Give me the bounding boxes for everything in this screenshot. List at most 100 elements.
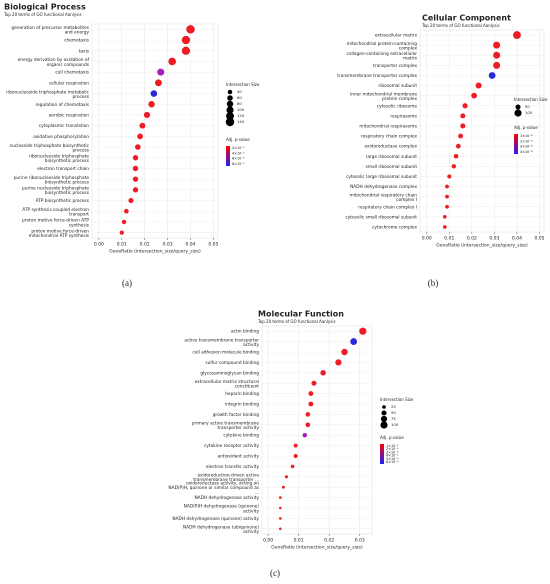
color-legend-label: 5×10⁻⁶ (386, 457, 399, 461)
chart-subtitle: Top 20 terms of GO functional Aanlysis (3, 12, 82, 17)
x-tick-label: 0.02 (467, 236, 477, 242)
dot (447, 174, 452, 179)
dot (335, 359, 342, 366)
dot (513, 31, 521, 39)
dot (302, 432, 308, 438)
category-label: cell chemotaxis (55, 70, 89, 76)
category-label: cytosolic ribosome (377, 103, 418, 109)
category-label: chemotaxis (64, 38, 90, 44)
size-legend-dot (382, 405, 386, 409)
chart-title: Cellular Component (422, 14, 511, 23)
color-legend-title: Adj. p-value (226, 137, 250, 142)
category-label: NADH dehydrogenase complex (350, 184, 417, 190)
category-label: oxidoreductase activity, acting on NAD(P… (167, 480, 260, 495)
x-tick-label: 0.04 (512, 236, 522, 242)
plot-area (419, 29, 545, 233)
size-legend-dot (227, 89, 233, 95)
dot (124, 208, 129, 214)
color-legend-title: Adj. p-value (514, 125, 538, 130)
dot (455, 143, 461, 149)
x-tick-label: 0.00 (263, 538, 273, 544)
x-tick-label: 0.03 (489, 236, 499, 242)
color-legend-label: 4×10⁻⁶ (386, 454, 399, 458)
dot (279, 527, 282, 531)
dot (320, 370, 326, 376)
x-tick-label: 0.00 (94, 242, 104, 248)
dot (443, 215, 447, 219)
category-label: electron transfer activity (206, 464, 260, 470)
category-label: ATP synthesis coupled electron transport (22, 206, 89, 217)
x-axis-label: GeneRatio (intersection_size/query_size) (271, 545, 363, 551)
color-legend-label: 3×10⁻⁸ (520, 145, 533, 149)
category-label: ribonucleoside triphosphate metabolic pr… (6, 89, 90, 100)
size-legend-title: Intersection Size (226, 82, 260, 87)
dot (493, 51, 501, 59)
dot (157, 68, 165, 76)
size-legend-label: 100 (237, 107, 245, 112)
dot (132, 176, 139, 182)
category-label: respiratory chain complex (361, 134, 418, 140)
plot-area (261, 325, 373, 535)
category-label: cytosolic small ribosomal subunit (345, 214, 417, 220)
category-label: oxidoreductase complex (365, 144, 418, 150)
chart-subtitle: Top 20 terms of GO functional Aanlysis (257, 319, 336, 324)
dot (150, 90, 158, 97)
category-label: purine nucleoside triphosphate biosynthe… (22, 185, 90, 196)
x-tick-label: 0.04 (185, 242, 195, 248)
category-label: aerobic respiration (49, 112, 90, 118)
x-tick-label: 0.01 (117, 242, 127, 248)
category-label: heparin binding (225, 391, 259, 397)
color-legend-label: 3×10⁻⁶ (386, 450, 399, 454)
dot (458, 133, 464, 139)
category-label: growth factor binding (213, 412, 260, 418)
category-label: collagen-containing extracellular matrix (346, 50, 417, 61)
dot (493, 41, 501, 49)
dot (493, 61, 501, 69)
category-label: purine ribonucleoside triphosphate biosy… (14, 174, 90, 185)
size-legend-label: 25 (391, 404, 396, 409)
size-legend-dot (226, 100, 234, 108)
category-label: glycosaminoglycan binding (200, 370, 259, 376)
dot (279, 506, 282, 510)
x-axis-label: GeneRatio (intersection_size/query_size) (109, 249, 201, 255)
dot (148, 101, 155, 108)
category-label: small ribosomal subunit (366, 164, 418, 170)
category-label: energy derivation by oxidation of organi… (18, 57, 90, 68)
dot (471, 92, 477, 99)
x-tick-label: 0.02 (324, 538, 334, 544)
dot (293, 443, 298, 448)
size-legend-label: 100 (525, 110, 533, 115)
category-label: transporter complex (373, 63, 417, 69)
category-label: respiratory chain complex I (358, 204, 417, 210)
size-legend-label: 60 (237, 95, 242, 100)
dot (341, 348, 348, 356)
size-legend-label: 50 (391, 410, 396, 415)
category-label: proton motive force-driven ATP synthesis (22, 217, 90, 228)
size-legend-dot (381, 410, 387, 416)
category-label: extracellular matrix (375, 33, 418, 39)
category-label: nucleoside triphosphate biosynthetic pro… (9, 142, 89, 153)
category-label: regulation of chemotaxis (35, 102, 89, 108)
category-label: large ribosomal subunit (366, 154, 417, 160)
category-label: integrin binding (225, 402, 259, 408)
dot (445, 204, 449, 209)
dot (460, 123, 466, 129)
dot (453, 153, 459, 159)
dot (305, 412, 311, 417)
dot (168, 57, 176, 66)
dot (475, 82, 482, 89)
size-legend-title: Intersection Size (380, 397, 414, 402)
caption: (b) (428, 278, 439, 288)
dot (279, 517, 282, 520)
category-label: cell adhesion molecule binding (192, 350, 259, 356)
category-label: sulfur compound binding (205, 360, 259, 366)
dot (451, 164, 457, 169)
dot (119, 230, 124, 235)
color-legend-label: 4×10⁻⁸ (520, 150, 533, 154)
color-legend-label: 8×10⁻⁵ (232, 162, 245, 166)
dot (128, 198, 134, 204)
color-legend-label: 1×10⁻⁸ (520, 134, 533, 138)
category-label: cytokine binding (223, 433, 259, 439)
caption: (a) (122, 278, 132, 288)
category-label: NADH dehydrogenase (quinone) activity (172, 516, 259, 522)
